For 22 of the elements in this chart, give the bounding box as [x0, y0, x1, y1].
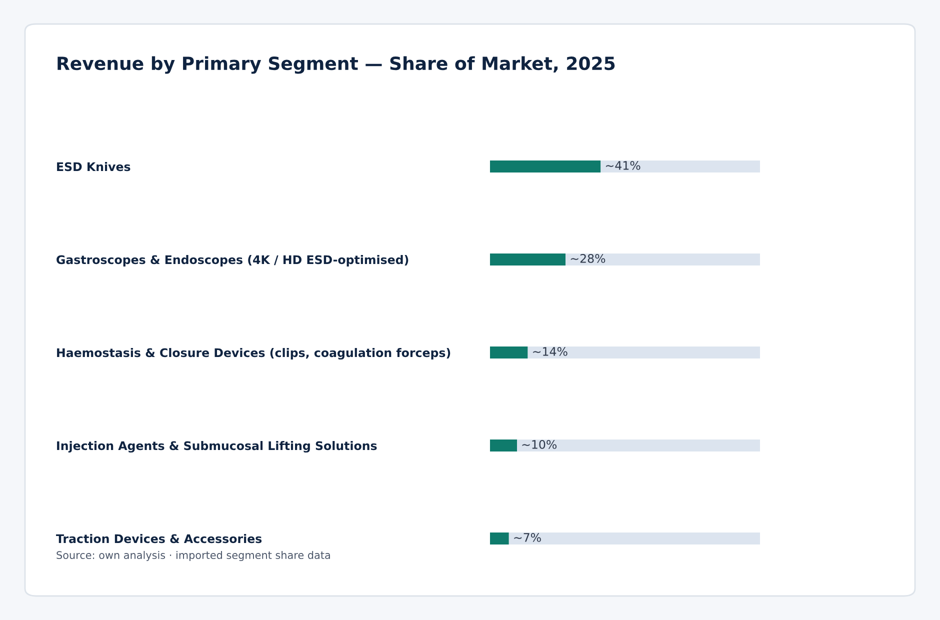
- y-tick-label: Injection Agents & Submucosal Lifting Solutions: [57, 441, 377, 453]
- y-tick-label: Gastroscopes & Endoscopes (4K / HD ESD-optimised): [56, 255, 408, 266]
- bar: [566, 253, 760, 266]
- y-tick-label: Traction Devices & Accessories: [56, 534, 262, 544]
- bar: [490, 346, 528, 359]
- bar: [508, 532, 760, 545]
- y-tick-label: Haemostasis & Closure Devices (clips, coagulation forceps): [57, 348, 450, 360]
- bar: [490, 160, 601, 173]
- text: Revenue by Primary Segment — Share of Market, 2025: [58, 56, 615, 74]
- bar: [517, 439, 760, 452]
- data-label: ~41%: [606, 160, 640, 170]
- bar: [528, 346, 760, 359]
- data-label: ~14%: [533, 346, 568, 356]
- data-label: ~28%: [570, 254, 606, 263]
- y-tick-label: ESD Knives: [57, 162, 130, 172]
- data-label: ~7%: [514, 532, 541, 542]
- bar: [490, 439, 517, 452]
- bar: [600, 160, 760, 173]
- data-label: ~10%: [522, 440, 557, 449]
- bar: [490, 532, 509, 545]
- bar: [490, 253, 566, 266]
- source-note: Source: own analysis · imported segment share data: [56, 550, 330, 562]
